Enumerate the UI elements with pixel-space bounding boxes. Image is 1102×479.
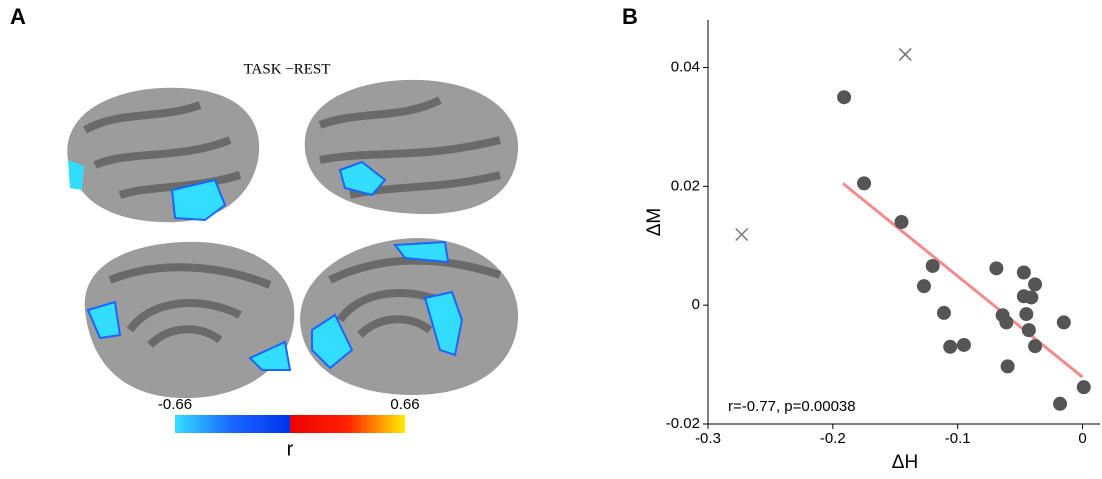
x-tick-label: -0.1 [945, 430, 971, 447]
data-point [1076, 380, 1091, 395]
y-axis-label: ΔM [644, 208, 665, 237]
colorbar-tick-label: 0.66 [390, 396, 419, 413]
data-point [956, 337, 971, 352]
colorbar-label: r [287, 438, 294, 460]
data-point [989, 261, 1004, 276]
data-point [1000, 359, 1015, 374]
y-tick-label: 0.04 [671, 58, 700, 75]
x-tick-label: -0.3 [695, 430, 721, 447]
data-point [999, 315, 1014, 330]
excluded-point [898, 47, 912, 61]
excluded-point [735, 227, 749, 242]
data-point [894, 215, 909, 229]
data-point [1021, 323, 1036, 338]
data-point [1024, 290, 1039, 305]
data-point [916, 279, 931, 294]
x-axis-label: ΔH [892, 452, 918, 473]
data-point [837, 90, 852, 105]
colorbar-tick-label: -0.66 [158, 396, 192, 413]
data-point [1056, 315, 1071, 330]
stats-annotation: r=-0.77, p=0.00038 [728, 398, 856, 415]
panel-label: A [10, 4, 26, 29]
data-point [1053, 396, 1068, 411]
panel-label: B [622, 4, 638, 29]
fit-line [841, 182, 1084, 379]
data-point [1016, 265, 1031, 280]
x-tick-label: 0 [1078, 430, 1086, 447]
y-tick-label: -0.02 [666, 415, 700, 432]
data-point [1028, 277, 1043, 292]
data-point [943, 339, 958, 354]
y-tick-label: 0.02 [671, 177, 700, 194]
data-point [936, 305, 951, 320]
data-point [1019, 307, 1034, 322]
y-tick-label: 0 [692, 296, 700, 313]
brain-surfaces [67, 79, 519, 399]
colorbar [175, 415, 405, 433]
data-point [857, 176, 872, 191]
map-title: TASK −REST [244, 61, 331, 77]
x-tick-label: -0.2 [820, 430, 846, 447]
data-point [1028, 339, 1043, 354]
data-point [925, 258, 940, 273]
